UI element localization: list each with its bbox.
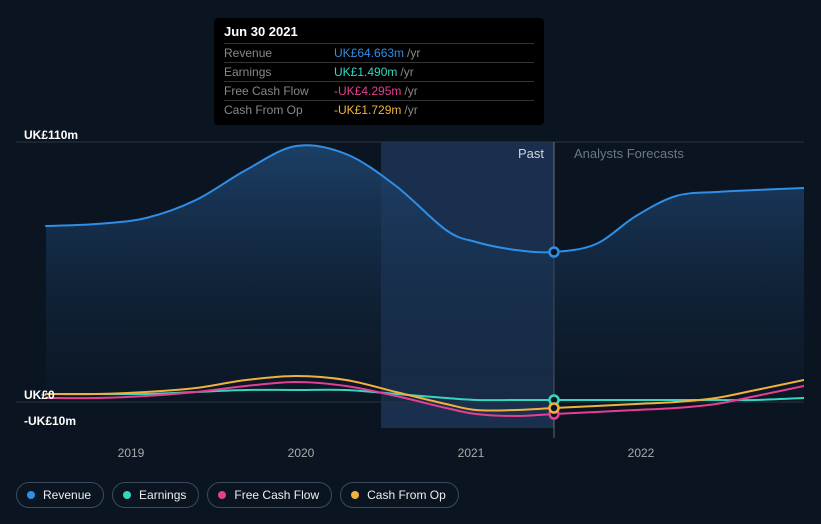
chart-tooltip: Jun 30 2021 RevenueUK£64.663m/yrEarnings… — [214, 18, 544, 125]
legend-item-cfo[interactable]: Cash From Op — [340, 482, 459, 508]
x-axis-label: 2021 — [458, 446, 485, 460]
financials-chart[interactable]: UK£110m UK£0 -UK£10m 2019 2020 2021 2022 Past… — [16, 118, 804, 508]
legend-item-revenue[interactable]: Revenue — [16, 482, 104, 508]
tooltip-value: -UK£1.729m/yr — [334, 103, 534, 117]
legend-dot — [27, 491, 35, 499]
legend-dot — [351, 491, 359, 499]
legend-item-earnings[interactable]: Earnings — [112, 482, 199, 508]
y-axis-label: UK£110m — [24, 128, 78, 142]
y-axis-label: -UK£10m — [24, 414, 76, 428]
legend-label: Cash From Op — [367, 488, 446, 502]
tooltip-row: Cash From Op-UK£1.729m/yr — [224, 100, 534, 119]
legend-item-fcf[interactable]: Free Cash Flow — [207, 482, 332, 508]
x-axis-label: 2019 — [118, 446, 145, 460]
tooltip-date: Jun 30 2021 — [224, 24, 534, 39]
x-axis-label: 2022 — [628, 446, 655, 460]
legend-dot — [218, 491, 226, 499]
past-label: Past — [518, 146, 544, 161]
chart-svg — [16, 118, 804, 458]
tooltip-label: Free Cash Flow — [224, 84, 334, 98]
tooltip-value: UK£64.663m/yr — [334, 46, 534, 60]
tooltip-label: Earnings — [224, 65, 334, 79]
tooltip-row: Free Cash Flow-UK£4.295m/yr — [224, 81, 534, 100]
legend-label: Free Cash Flow — [234, 488, 319, 502]
tooltip-row: EarningsUK£1.490m/yr — [224, 62, 534, 81]
chart-legend: Revenue Earnings Free Cash Flow Cash From O… — [16, 482, 459, 508]
tooltip-value: UK£1.490m/yr — [334, 65, 534, 79]
tooltip-row: RevenueUK£64.663m/yr — [224, 43, 534, 62]
legend-dot — [123, 491, 131, 499]
y-axis-label: UK£0 — [24, 388, 55, 402]
tooltip-label: Cash From Op — [224, 103, 334, 117]
forecast-label: Analysts Forecasts — [574, 146, 684, 161]
tooltip-value: -UK£4.295m/yr — [334, 84, 534, 98]
tooltip-label: Revenue — [224, 46, 334, 60]
legend-label: Earnings — [139, 488, 186, 502]
legend-label: Revenue — [43, 488, 91, 502]
x-axis-label: 2020 — [288, 446, 315, 460]
